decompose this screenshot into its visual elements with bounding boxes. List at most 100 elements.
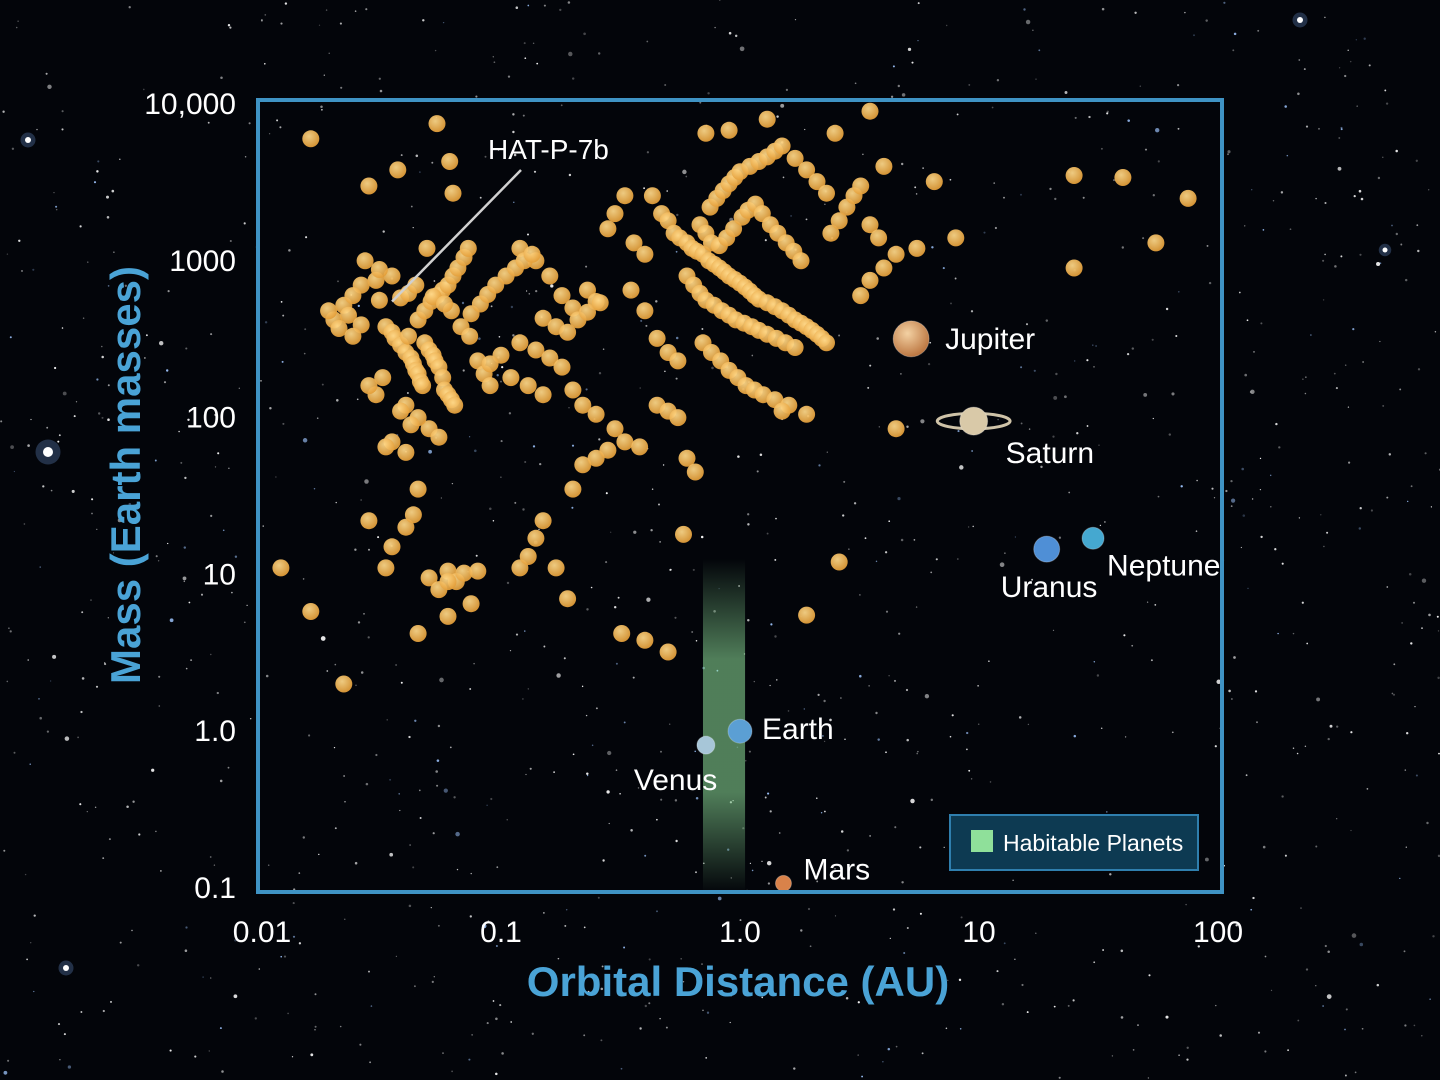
star xyxy=(231,591,233,594)
star xyxy=(623,721,626,724)
star xyxy=(769,684,771,687)
hat-p-7b-leader-line xyxy=(391,169,522,303)
star xyxy=(655,300,658,303)
bright-star xyxy=(63,965,69,971)
star xyxy=(1214,745,1217,748)
star xyxy=(1143,392,1148,397)
exoplanet-point xyxy=(527,341,545,359)
star xyxy=(1093,366,1095,368)
star xyxy=(676,213,679,217)
star xyxy=(1227,153,1229,156)
star xyxy=(1195,530,1198,532)
star xyxy=(1033,369,1036,372)
star xyxy=(1324,944,1327,948)
star xyxy=(80,1011,83,1013)
star xyxy=(91,512,93,515)
star xyxy=(590,586,593,589)
star xyxy=(1111,1055,1114,1057)
star xyxy=(291,1056,294,1058)
star xyxy=(500,440,503,443)
star xyxy=(817,693,820,697)
star xyxy=(435,770,439,773)
x-tick-label: 1.0 xyxy=(719,916,761,949)
exoplanet-point xyxy=(469,562,487,580)
star xyxy=(3,1070,8,1075)
star xyxy=(281,360,284,363)
star xyxy=(751,354,754,357)
star xyxy=(583,926,586,929)
exoplanet-point xyxy=(818,334,835,352)
star xyxy=(333,746,336,749)
star xyxy=(662,464,665,466)
star xyxy=(1074,116,1077,119)
exoplanet-point xyxy=(773,137,791,155)
star xyxy=(695,796,699,800)
star xyxy=(729,1021,731,1024)
star xyxy=(368,548,370,551)
star xyxy=(451,482,454,485)
star xyxy=(776,679,778,681)
star xyxy=(1274,548,1277,551)
x-tick-label: 0.1 xyxy=(480,916,522,949)
star xyxy=(418,789,421,792)
star xyxy=(389,852,394,857)
star xyxy=(959,1028,962,1030)
star xyxy=(1386,586,1389,588)
star xyxy=(26,958,28,961)
star xyxy=(853,502,857,505)
star xyxy=(1058,1076,1061,1079)
star xyxy=(535,289,538,293)
star xyxy=(314,1029,316,1031)
star xyxy=(46,730,50,733)
star xyxy=(598,438,601,441)
star xyxy=(1228,689,1231,693)
star xyxy=(785,88,789,92)
star xyxy=(1338,137,1341,139)
mars-label: Mars xyxy=(803,853,870,886)
star xyxy=(954,277,957,280)
star xyxy=(996,970,999,973)
exoplanet-point xyxy=(409,480,427,498)
star xyxy=(523,42,526,45)
star xyxy=(1093,661,1096,663)
star xyxy=(1232,49,1235,52)
star xyxy=(774,635,777,638)
star xyxy=(27,659,29,661)
star xyxy=(623,946,626,949)
star xyxy=(748,750,751,753)
star xyxy=(1408,572,1412,576)
exoplanet-point xyxy=(622,281,640,299)
star xyxy=(136,964,140,967)
exoplanet-point xyxy=(808,173,826,191)
star xyxy=(532,445,536,448)
exoplanet-point xyxy=(830,553,848,571)
neptune-label: Neptune xyxy=(1107,549,1220,582)
star xyxy=(1052,435,1055,438)
star xyxy=(692,568,695,571)
star xyxy=(80,710,83,714)
star xyxy=(431,161,434,164)
star xyxy=(500,476,502,479)
star xyxy=(107,617,109,619)
star xyxy=(304,328,307,331)
star xyxy=(581,685,584,688)
star xyxy=(557,957,560,960)
star xyxy=(414,719,417,722)
star xyxy=(970,310,974,313)
exoplanet-point xyxy=(659,643,677,661)
star xyxy=(151,768,155,772)
star xyxy=(1100,147,1103,150)
star xyxy=(1262,845,1266,849)
star xyxy=(1264,955,1267,958)
star xyxy=(492,519,495,522)
exoplanet-point xyxy=(370,261,388,278)
star xyxy=(1020,193,1022,196)
star xyxy=(1124,736,1127,738)
star xyxy=(888,520,891,523)
star xyxy=(365,782,369,786)
star xyxy=(536,62,539,65)
star xyxy=(885,751,887,754)
star xyxy=(857,1001,860,1004)
star xyxy=(1399,877,1401,880)
star xyxy=(244,156,247,158)
